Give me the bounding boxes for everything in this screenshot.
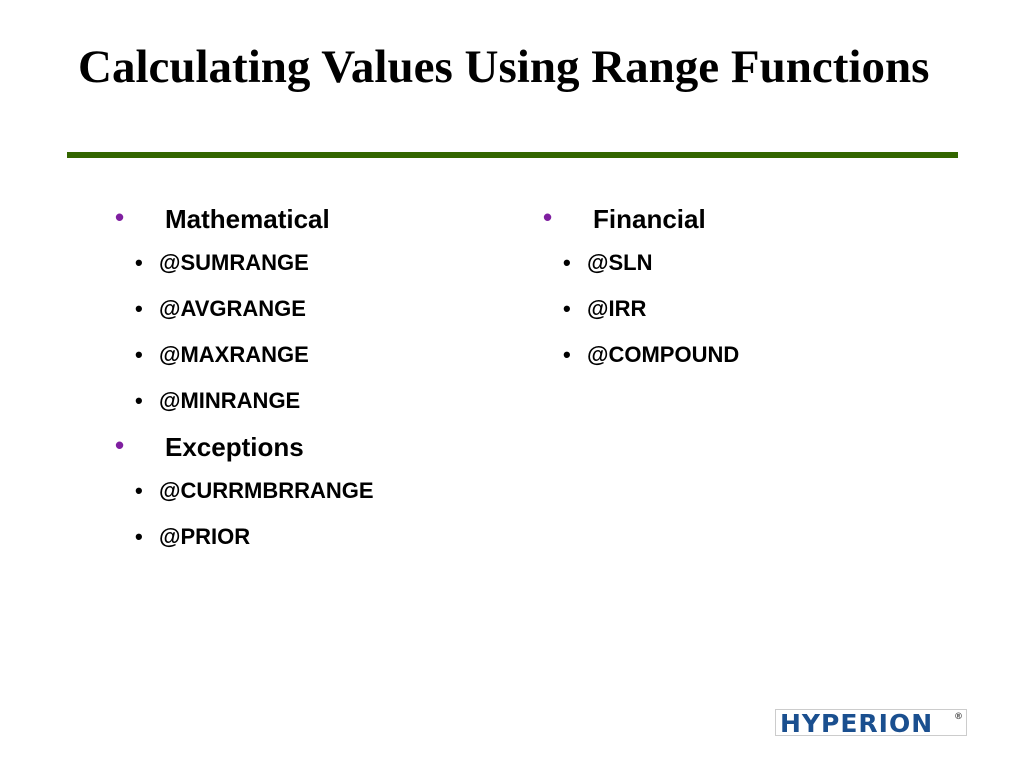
slide-title: Calculating Values Using Range Functions	[78, 41, 930, 93]
item-label: @SUMRANGE	[159, 250, 309, 275]
sub-bullet: • @IRR	[543, 286, 739, 332]
item-label: @MINRANGE	[159, 388, 301, 413]
bullet-label: Financial	[593, 204, 706, 234]
bullet-icon: •	[135, 388, 143, 413]
bullet-label: Exceptions	[165, 432, 304, 462]
bullet-icon: •	[543, 202, 553, 232]
left-column: • Mathematical • @SUMRANGE • @AVGRANGE • @MA…	[115, 200, 374, 560]
sub-bullet: • @PRIOR	[115, 514, 374, 560]
bullet-mathematical: • Mathematical	[115, 200, 374, 240]
item-label: @PRIOR	[159, 524, 251, 549]
sub-bullet: • @COMPOUND	[543, 332, 739, 378]
title-divider	[67, 152, 958, 158]
bullet-icon: •	[135, 478, 143, 503]
item-label: @SLN	[587, 250, 653, 275]
bullet-label: Mathematical	[165, 204, 330, 234]
item-label: @COMPOUND	[587, 342, 740, 367]
sub-bullet: • @CURRMBRRANGE	[115, 468, 374, 514]
sub-bullet: • @SLN	[543, 240, 739, 286]
bullet-icon: •	[135, 524, 143, 549]
bullet-icon: •	[115, 202, 125, 232]
hyperion-logo: HYPERION ®	[775, 709, 967, 738]
sub-bullet: • @SUMRANGE	[115, 240, 374, 286]
logo-text: HYPERION	[780, 709, 934, 738]
bullet-icon: •	[135, 342, 143, 367]
bullet-icon: •	[135, 296, 143, 321]
bullet-icon: •	[563, 296, 571, 321]
bullet-financial: • Financial	[543, 200, 739, 240]
sub-bullet: • @AVGRANGE	[115, 286, 374, 332]
bullet-exceptions: • Exceptions	[115, 428, 374, 468]
right-column: • Financial • @SLN • @IRR • @COMPOUND	[543, 200, 739, 378]
bullet-icon: •	[135, 250, 143, 275]
item-label: @MAXRANGE	[159, 342, 309, 367]
bullet-icon: •	[563, 250, 571, 275]
bullet-icon: •	[115, 430, 125, 460]
item-label: @CURRMBRRANGE	[159, 478, 374, 503]
sub-bullet: • @MINRANGE	[115, 378, 374, 422]
registered-mark: ®	[954, 712, 964, 722]
sub-bullet: • @MAXRANGE	[115, 332, 374, 378]
item-label: @AVGRANGE	[159, 296, 306, 321]
item-label: @IRR	[587, 296, 647, 321]
bullet-icon: •	[563, 342, 571, 367]
